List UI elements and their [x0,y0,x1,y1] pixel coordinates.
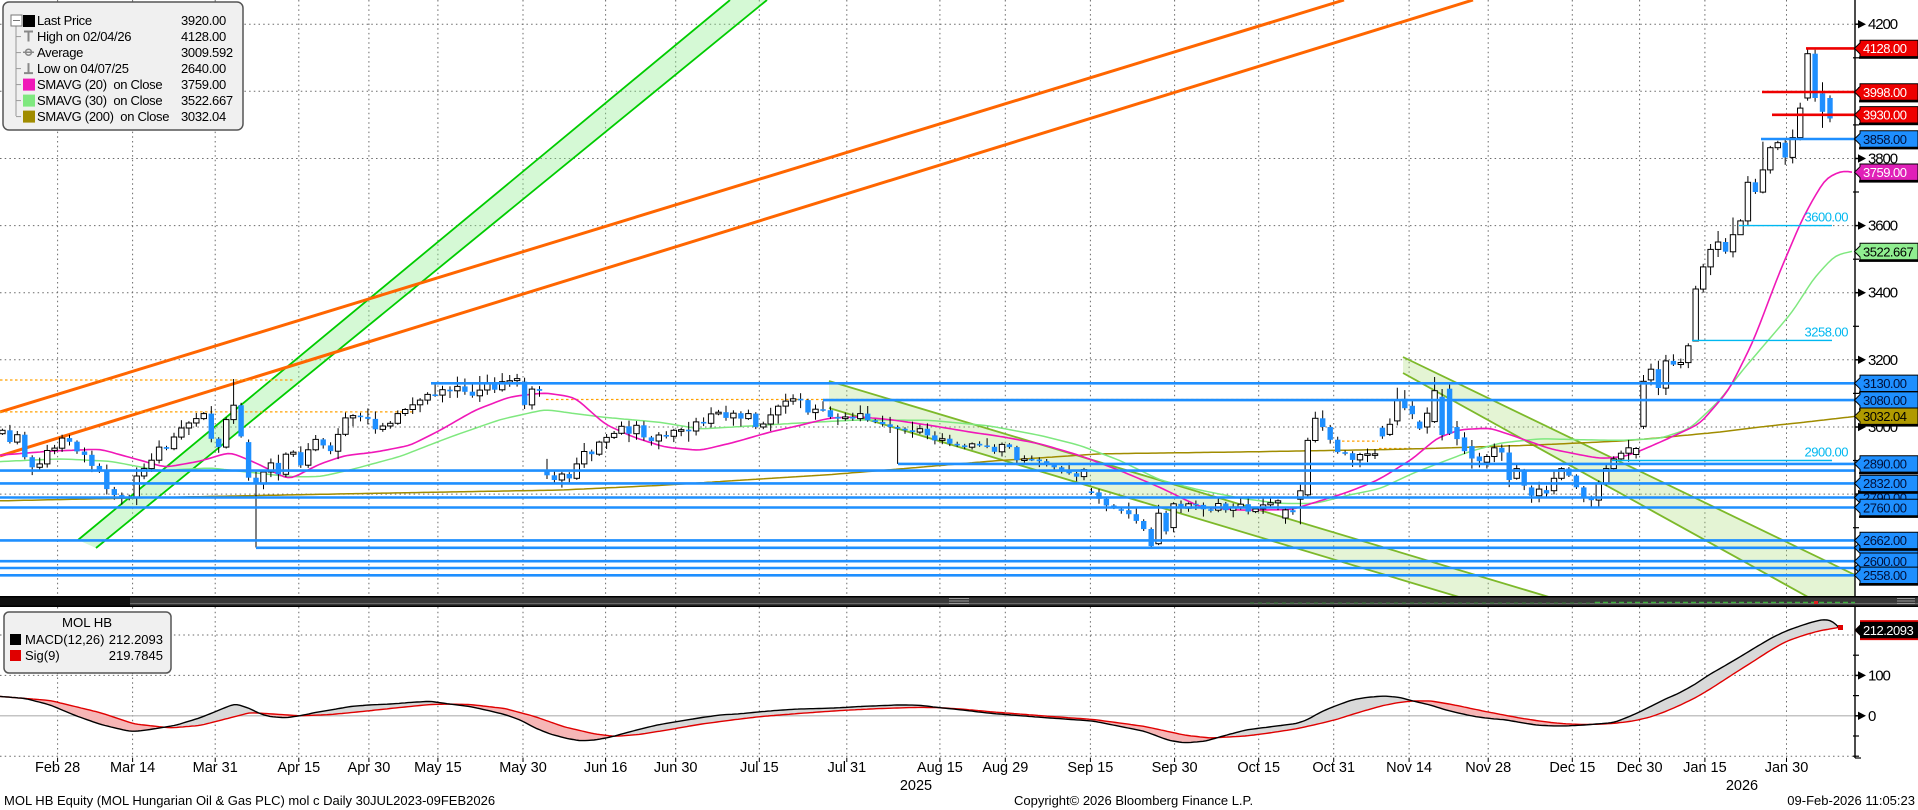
svg-text:Sep 30: Sep 30 [1152,760,1198,776]
svg-text:2832.00: 2832.00 [1863,476,1907,491]
svg-text:Low on 04/07/25: Low on 04/07/25 [37,61,129,76]
svg-text:3998.00: 3998.00 [1863,85,1907,100]
svg-text:3759.00: 3759.00 [1863,165,1907,180]
svg-text:3522.667: 3522.667 [181,93,233,108]
svg-text:Jul 15: Jul 15 [740,760,779,776]
svg-text:4128.00: 4128.00 [181,29,226,44]
svg-text:MOL HB: MOL HB [62,615,112,630]
svg-text:3130.00: 3130.00 [1863,376,1907,391]
svg-text:Oct 15: Oct 15 [1237,760,1280,776]
svg-text:Sep 15: Sep 15 [1067,760,1113,776]
svg-text:Last Price: Last Price [37,13,92,28]
svg-text:2760.00: 2760.00 [1863,500,1907,515]
svg-text:Jun 16: Jun 16 [584,760,628,776]
svg-text:Mar 14: Mar 14 [110,760,155,776]
svg-text:Copyright© 2026 Bloomberg Fina: Copyright© 2026 Bloomberg Finance L.P. [1014,793,1253,808]
svg-text:Aug 15: Aug 15 [917,760,963,776]
svg-text:3920.00: 3920.00 [181,13,226,28]
svg-text:High on 02/04/26: High on 02/04/26 [37,29,131,44]
svg-text:Dec 30: Dec 30 [1617,760,1663,776]
svg-text:3522.667: 3522.667 [1863,244,1913,259]
svg-text:MACD(12,26): MACD(12,26) [25,632,104,647]
svg-text:3032.04: 3032.04 [1863,409,1907,424]
svg-text:Jan 15: Jan 15 [1683,760,1727,776]
svg-text:Aug 29: Aug 29 [982,760,1028,776]
svg-text:Dec 15: Dec 15 [1549,760,1595,776]
svg-text:3759.00: 3759.00 [181,77,226,92]
svg-text:2026: 2026 [1726,778,1758,794]
svg-text:Sig(9): Sig(9) [25,648,60,663]
svg-text:100: 100 [1868,667,1890,684]
svg-text:3258.00: 3258.00 [1805,324,1849,339]
svg-text:May 15: May 15 [414,760,462,776]
svg-text:09-Feb-2026 11:05:23: 09-Feb-2026 11:05:23 [1787,793,1915,808]
svg-text:May 30: May 30 [499,760,547,776]
svg-text:2558.00: 2558.00 [1863,568,1907,583]
svg-text:3200: 3200 [1868,352,1898,369]
svg-text:Feb 28: Feb 28 [35,760,80,776]
svg-text:3009.592: 3009.592 [181,45,233,60]
svg-text:SMAVG (30) on Close: SMAVG (30) on Close [37,93,162,108]
svg-text:Nov 14: Nov 14 [1386,760,1432,776]
svg-text:3080.00: 3080.00 [1863,393,1907,408]
svg-text:Jul 31: Jul 31 [827,760,866,776]
svg-text:3930.00: 3930.00 [1863,108,1907,123]
svg-text:Apr 30: Apr 30 [348,760,391,776]
svg-text:4128.00: 4128.00 [1863,41,1907,56]
svg-text:2600.00: 2600.00 [1863,554,1907,569]
svg-text:3858.00: 3858.00 [1863,132,1907,147]
svg-text:Average: Average [37,45,83,60]
svg-text:Apr 15: Apr 15 [277,760,320,776]
svg-text:219.7845: 219.7845 [109,648,163,663]
svg-text:4200: 4200 [1868,16,1898,33]
svg-text:2640.00: 2640.00 [181,61,226,76]
svg-text:Jan 30: Jan 30 [1765,760,1809,776]
svg-text:SMAVG (200) on Close: SMAVG (200) on Close [37,109,169,124]
svg-text:Oct 31: Oct 31 [1312,760,1355,776]
svg-text:2890.00: 2890.00 [1863,457,1907,472]
svg-text:0: 0 [1868,708,1876,725]
svg-text:Jun 30: Jun 30 [654,760,698,776]
svg-text:Nov 28: Nov 28 [1465,760,1511,776]
svg-text:MOL HB Equity (MOL Hungarian O: MOL HB Equity (MOL Hungarian Oil & Gas P… [4,793,495,808]
svg-text:SMAVG (20) on Close: SMAVG (20) on Close [37,77,162,92]
svg-text:2662.00: 2662.00 [1863,533,1907,548]
svg-text:2900.00: 2900.00 [1805,445,1849,460]
svg-text:212.2093: 212.2093 [109,632,163,647]
svg-text:3600: 3600 [1868,218,1898,235]
svg-text:212.2093: 212.2093 [1863,623,1913,638]
svg-text:3400: 3400 [1868,285,1898,302]
svg-text:3032.04: 3032.04 [181,109,226,124]
svg-text:3600.00: 3600.00 [1805,210,1849,225]
svg-text:2025: 2025 [900,778,932,794]
svg-text:3800: 3800 [1868,151,1898,168]
svg-text:Mar 31: Mar 31 [193,760,238,776]
